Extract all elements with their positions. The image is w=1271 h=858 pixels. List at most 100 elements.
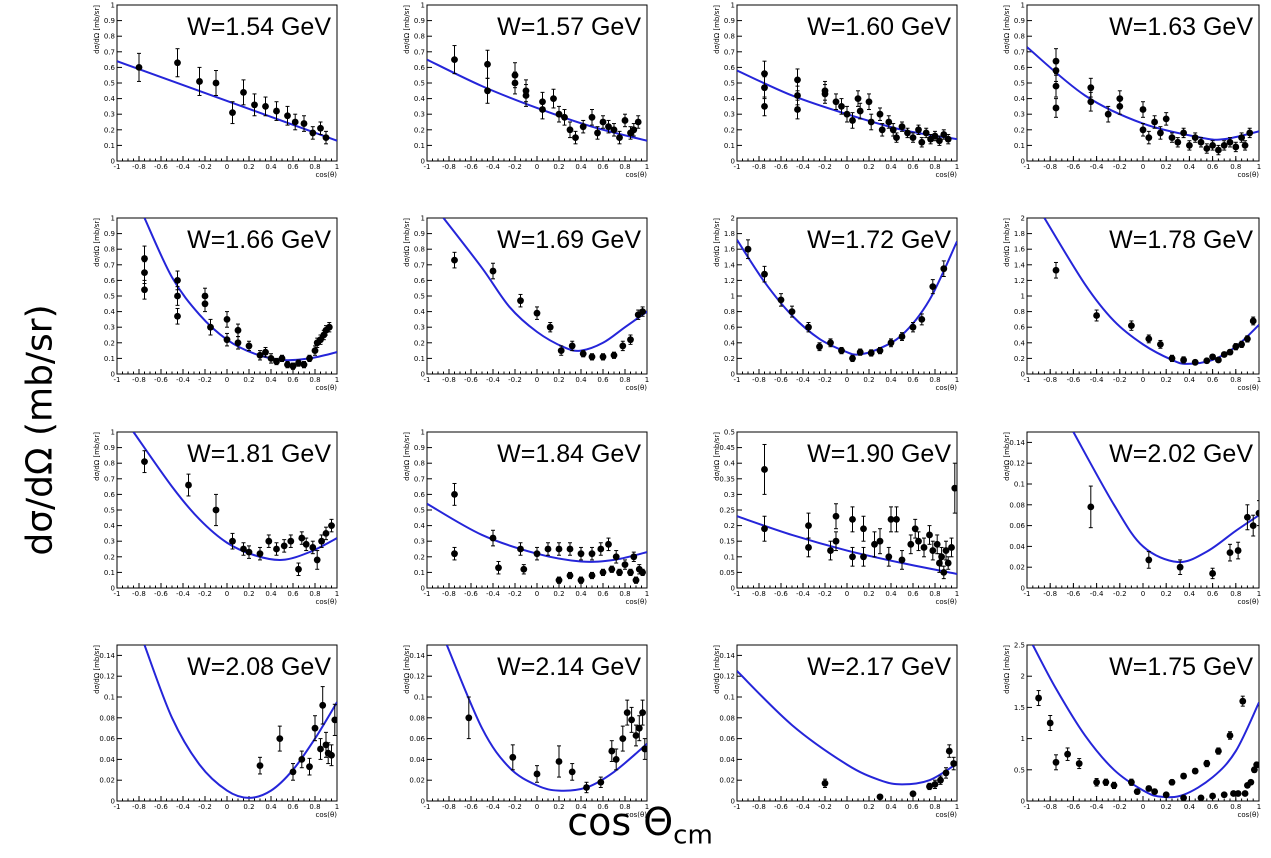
y-tick-label: 0.08 (99, 714, 115, 722)
x-tick-label: 0.4 (885, 803, 897, 811)
y-tick-label: 1 (111, 429, 115, 437)
y-tick-label: 0.9 (104, 444, 115, 452)
data-point (302, 540, 310, 548)
data-point (579, 123, 587, 131)
data-point (1244, 513, 1251, 521)
x-tick-label: 0.2 (863, 590, 874, 598)
y-tick-label: 1 (421, 429, 425, 437)
x-tick-label: 0.8 (1230, 590, 1241, 598)
x-tick-label: 0.2 (553, 376, 564, 384)
y-tick-label: 0 (421, 798, 425, 806)
y-tick-label: 0.5 (414, 80, 425, 88)
x-tick-label: 0.8 (929, 590, 940, 598)
x-tick-label: 0.8 (619, 376, 630, 384)
x-tick-label: -0.2 (508, 376, 522, 384)
y-tick-label: 0.1 (104, 694, 115, 702)
data-point (1162, 791, 1170, 799)
data-point (898, 556, 906, 564)
data-point (761, 84, 768, 92)
data-point (185, 481, 192, 489)
data-point (1128, 778, 1135, 786)
x-tick-label: -0.4 (176, 163, 190, 171)
y-axis-title: dσ/dΩ [mb/sr] (1003, 645, 1011, 694)
data-point (907, 540, 915, 548)
data-point (212, 79, 220, 87)
data-point (289, 768, 297, 776)
y-tick-label: 0 (1021, 585, 1025, 593)
data-point (909, 134, 917, 142)
y-tick-label: 0 (731, 798, 735, 806)
x-tick-label: -0.6 (1067, 376, 1081, 384)
x-tick-label: 0.4 (575, 803, 587, 811)
data-point (639, 308, 646, 315)
data-point (1168, 355, 1176, 362)
chart-panel-13: -1 -0.8 -0.6 -0.4 -0.2 0 0.2 0.4 0.6 0.8 1 0 0.02 0.0… (93, 644, 339, 819)
x-tick-label: 0.8 (929, 803, 940, 811)
y-tick-label: 0.2 (414, 126, 425, 134)
x-tick-label: 0.4 (885, 590, 897, 598)
data-point (893, 515, 900, 523)
x-tick-label: -0.8 (442, 163, 456, 171)
y-axis-title: dσ/dΩ [mb/sr] (403, 432, 411, 481)
x-tick-label: -1 (1024, 803, 1031, 811)
y-tick-label: 0.12 (719, 673, 735, 681)
y-tick-label: 1.4 (724, 261, 736, 269)
x-tick-label: -0.2 (818, 163, 832, 171)
x-tick-label: -0.8 (442, 803, 456, 811)
y-tick-label: 0.1 (724, 694, 735, 702)
y-tick-label: 0.6 (104, 277, 116, 285)
data-point (832, 98, 840, 106)
data-point (583, 784, 590, 791)
data-point (1209, 353, 1216, 361)
x-tick-label: 0.2 (863, 163, 874, 171)
panel-title: W=2.17 GeV (807, 653, 951, 681)
panel-title: W=1.54 GeV (187, 13, 331, 41)
data-point (832, 512, 840, 520)
data-point (539, 106, 546, 113)
data-point (240, 545, 247, 553)
data-point (940, 265, 948, 273)
chart-panel-11: -1 -0.8 -0.6 -0.4 -0.2 0 0.2 0.4 0.6 0.8 1 0 0.05 0.1… (713, 429, 959, 607)
y-tick-label: 0.9 (104, 230, 115, 238)
data-point (328, 751, 335, 759)
x-tick-label: -0.6 (1067, 590, 1081, 598)
data-point (520, 565, 528, 573)
data-point (489, 534, 497, 542)
x-axis-title: cos(θ) (1237, 811, 1259, 819)
data-point (533, 550, 541, 558)
data-point (1191, 358, 1199, 366)
data-point (876, 347, 884, 354)
x-tick-label: 0 (225, 376, 229, 384)
data-point (805, 323, 812, 331)
data-point (196, 78, 203, 85)
data-point (867, 349, 875, 357)
y-tick-label: 0 (111, 798, 115, 806)
data-point (940, 569, 948, 576)
data-point (223, 316, 231, 323)
y-tick-label: 0.1 (724, 142, 735, 150)
y-tick-label: 0.5 (104, 293, 115, 301)
data-point (298, 534, 306, 542)
model-curve (737, 69, 957, 141)
y-tick-label: 0.7 (1014, 48, 1025, 56)
y-tick-label: 1.2 (1014, 277, 1025, 285)
y-tick-label: 0.7 (104, 48, 115, 56)
data-point (635, 724, 643, 732)
panel-title: W=1.78 GeV (1109, 226, 1253, 254)
x-tick-label: -1 (114, 163, 121, 171)
y-tick-label: 0.9 (724, 17, 735, 25)
x-tick-label: 0.4 (575, 376, 587, 384)
data-point (918, 138, 926, 146)
y-axis-title: dσ/dΩ [mb/sr] (93, 5, 101, 54)
data-point (517, 545, 524, 553)
x-tick-label: 0 (225, 163, 229, 171)
x-tick-label: -0.6 (774, 376, 788, 384)
data-point (322, 530, 330, 537)
data-point (794, 76, 801, 84)
data-point (1075, 760, 1083, 767)
data-point (522, 92, 530, 99)
data-point (1220, 791, 1228, 799)
data-point (940, 131, 948, 138)
data-point (240, 88, 247, 96)
x-tick-label: -0.8 (752, 163, 766, 171)
